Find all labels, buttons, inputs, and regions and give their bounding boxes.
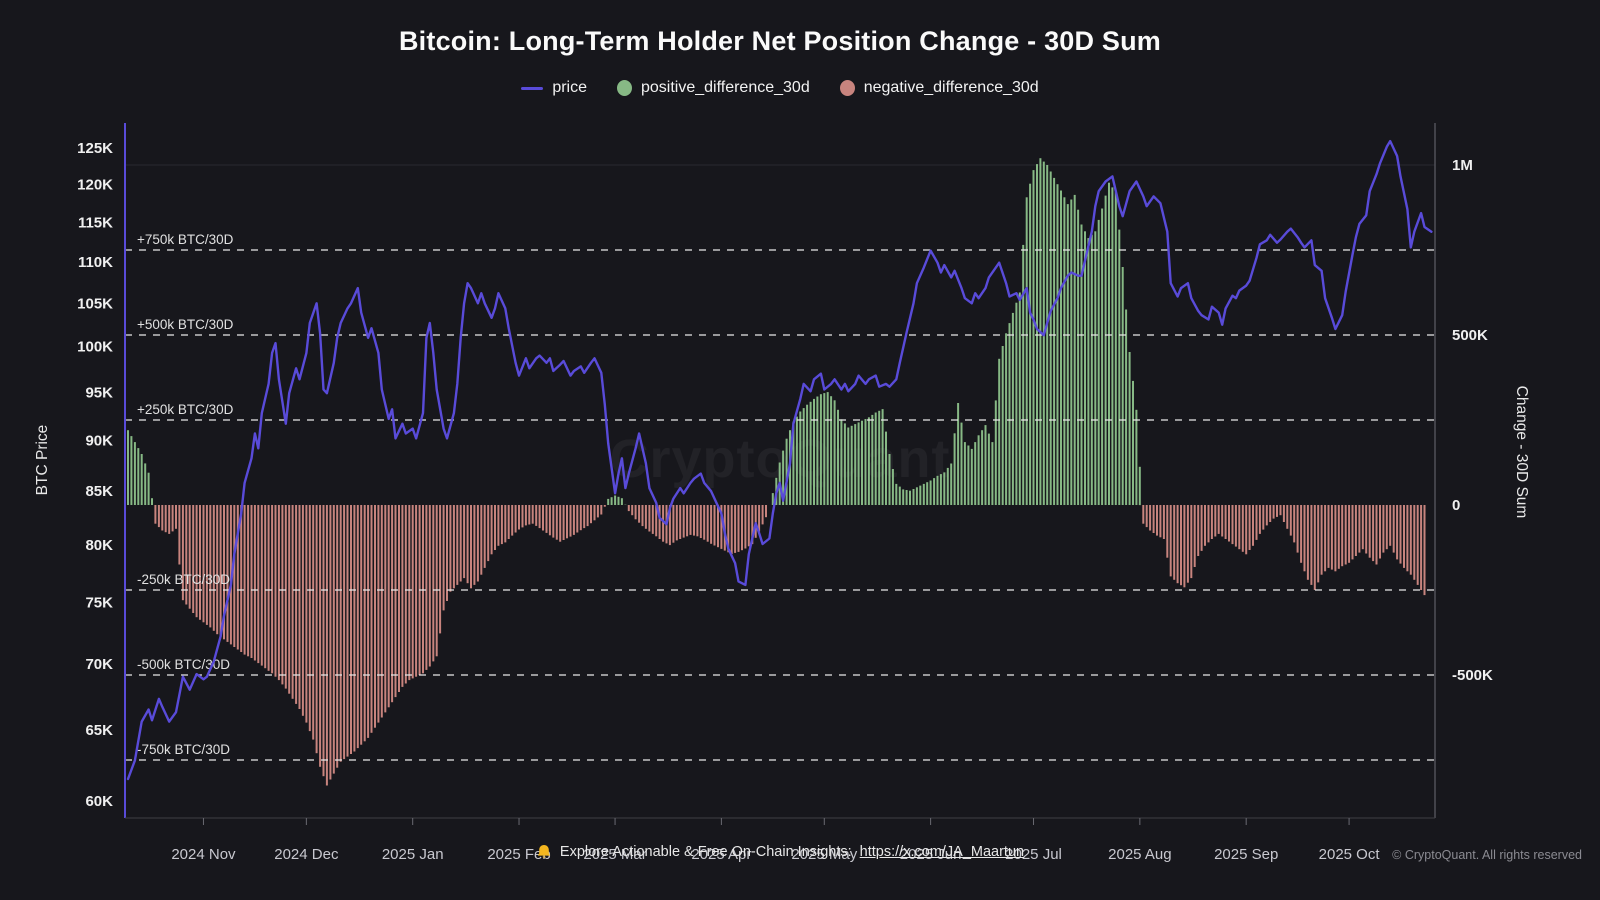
left-axis-tick-label: 90K bbox=[85, 432, 113, 449]
legend-line-marker bbox=[521, 86, 544, 90]
left-axis-tick-label: 85K bbox=[85, 483, 113, 500]
footer-promo-text: Explore Actionable & Free On-Chain Insig… bbox=[559, 844, 852, 860]
footer-promo: Explore Actionable & Free On-Chain Insig… bbox=[125, 844, 1435, 860]
legend-circle-marker bbox=[617, 80, 632, 96]
legend-label: price bbox=[552, 79, 587, 96]
net-change-bars bbox=[127, 158, 1426, 786]
price-line bbox=[126, 139, 1433, 781]
legend-item-price[interactable]: price bbox=[521, 79, 587, 97]
left-axis-tick-label: 100K bbox=[77, 339, 113, 356]
left-axis-tick-label: 65K bbox=[85, 722, 113, 739]
x-axis-tick-label: 2025 Mar bbox=[583, 846, 646, 863]
legend-item-negative_difference_30d[interactable]: negative_difference_30d bbox=[839, 79, 1039, 97]
footer-promo-link[interactable]: https://x.com/JA_Maartun bbox=[859, 844, 1025, 860]
left-axis-tick-label: 60K bbox=[85, 793, 113, 810]
right-axis-tick-label: 1M bbox=[1452, 157, 1473, 174]
reference-line-label: +500k BTC/30D bbox=[137, 317, 234, 332]
x-axis-tick-label: 2025 Jan bbox=[382, 846, 444, 863]
reference-line-label: +250k BTC/30D bbox=[137, 402, 234, 417]
reference-line-label: +750k BTC/30D bbox=[137, 232, 234, 247]
legend-item-positive_difference_30d[interactable]: positive_difference_30d bbox=[617, 79, 810, 97]
left-axis-tick-label: 80K bbox=[85, 537, 113, 554]
left-axis-tick-label: 120K bbox=[77, 176, 113, 193]
left-axis-tick-label: 75K bbox=[85, 595, 113, 612]
bell-icon bbox=[537, 845, 551, 858]
x-axis-tick-label: 2025 Jun bbox=[900, 846, 962, 863]
left-axis-tick-label: 105K bbox=[77, 295, 113, 312]
right-axis-tick-label: 0 bbox=[1452, 497, 1460, 514]
reference-line-label: -750k BTC/30D bbox=[137, 742, 230, 757]
x-axis-tick-label: 2025 Jul bbox=[1005, 846, 1062, 863]
chart-title: Bitcoin: Long-Term Holder Net Position C… bbox=[398, 26, 1162, 56]
copyright-notice: © CryptoQuant. All rights reserved bbox=[1392, 848, 1582, 862]
reference-line-label: -500k BTC/30D bbox=[137, 657, 230, 672]
x-axis-tick-label: 2025 Aug bbox=[1108, 846, 1171, 863]
right-axis-tick-label: -500K bbox=[1452, 667, 1493, 684]
right-axis-title: Change - 30D Sum bbox=[1513, 386, 1530, 519]
reference-line-label: -250k BTC/30D bbox=[137, 572, 230, 587]
legend-label: negative_difference_30d bbox=[863, 79, 1039, 96]
x-axis-tick-label: 2025 Feb bbox=[487, 846, 550, 863]
legend: price positive_difference_30d negative_dif… bbox=[125, 75, 1435, 101]
x-axis-tick-label: 2024 Nov bbox=[171, 846, 236, 863]
left-axis-tick-label: 115K bbox=[78, 214, 113, 231]
legend-label: positive_difference_30d bbox=[641, 79, 810, 96]
left-axis-title: BTC Price bbox=[34, 425, 51, 496]
left-axis-tick-label: 70K bbox=[85, 656, 113, 673]
x-axis-tick-label: 2025 Oct bbox=[1319, 846, 1381, 863]
x-axis-tick-label: 2024 Dec bbox=[274, 846, 339, 863]
x-axis-tick-label: 2025 May bbox=[791, 846, 857, 863]
x-axis-tick-label: 2025 Sep bbox=[1214, 846, 1278, 863]
legend-circle-marker bbox=[839, 80, 855, 96]
left-axis-tick-label: 95K bbox=[85, 384, 113, 401]
left-axis-tick-label: 125K bbox=[77, 140, 113, 157]
right-axis-tick-label: 500K bbox=[1452, 327, 1488, 344]
x-axis-tick-label: 2025 Apr bbox=[691, 846, 751, 863]
left-axis-tick-label: 110K bbox=[78, 254, 113, 271]
